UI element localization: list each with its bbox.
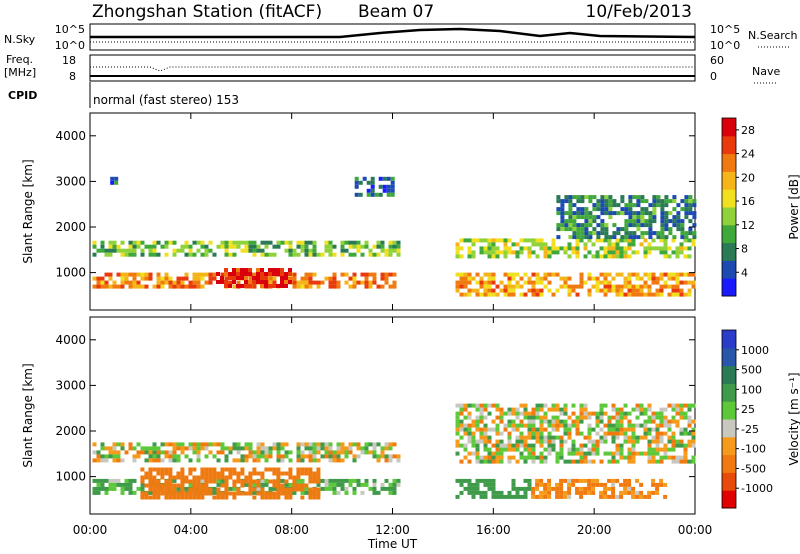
power-data-region [110,176,119,185]
velocity-ylabel: Slant Range [km] [21,363,35,467]
power-colorbar-label: 16 [741,195,755,208]
power-data-region [216,268,292,288]
velocity-ytick-label: 1000 [55,470,86,484]
velocity-colorbar-bin [722,330,736,349]
nave-label: Nave [752,65,780,78]
power-colorbar-bin [722,118,736,137]
power-colorbar: 28 24 20 16 12 8 4 Power [dB] [721,117,800,297]
power-colorbar-title: Power [dB] [787,174,800,239]
velocity-colorbar-bin [722,490,736,509]
time-tick-label: 00:00 [678,523,713,537]
nsky-label: N.Sky [4,33,36,46]
nave-tick-bottom: 0 [710,70,717,83]
power-colorbar-label: 12 [741,219,755,232]
nsearch-label: N.Search [748,29,798,42]
power-ytick-label: 1000 [55,266,86,280]
velocity-data-region [531,478,668,499]
power-data-region [455,238,696,259]
beam-title: Beam 07 [358,2,434,22]
power-colorbar-bin [722,242,736,261]
power-data-region [92,240,401,257]
velocity-data-region [455,478,532,499]
power-data-region [354,176,395,197]
velocity-panel: 4000 3000 2000 1000 00:00 04:00 08:00 12:00 16:0… [21,316,800,551]
cpid-text: normal (fast stereo) 153 [93,93,239,107]
velocity-colorbar-label: 25 [741,403,755,416]
velocity-colorbar-title: Velocity [m s⁻¹] [787,372,800,465]
time-tick-label: 08:00 [274,523,309,537]
date-title: 10/Feb/2013 [586,2,692,22]
nsearch-tick-bottom: 10^0 [710,39,740,52]
velocity-colorbar-bin [722,401,736,420]
station-title: Zhongshan Station (fitACF) [92,2,322,22]
velocity-colorbar-bin [722,454,736,473]
velocity-data-region [92,442,401,463]
velocity-colorbar-bin [722,419,736,438]
velocity-data-region [140,467,321,500]
power-colorbar-bin [722,260,736,279]
power-colorbar-bin [722,224,736,244]
power-data-region [455,272,696,297]
nsearch-tick-top: 10^5 [710,23,740,36]
power-colorbar-label: 4 [741,266,748,279]
freq-tick-bottom: 8 [69,70,76,83]
power-ytick-label: 4000 [55,129,86,143]
velocity-data-region [455,403,696,464]
velocity-colorbar-bin [722,436,736,456]
time-axis-label: Time UT [367,537,418,551]
nave-line [90,66,695,72]
velocity-ytick-label: 3000 [55,378,86,392]
nsky-tick-bottom: 10^0 [55,39,85,52]
power-colorbar-label: 8 [741,243,748,256]
power-panel: 4000 3000 2000 1000 Slant Range [km] 28 24 20 16… [21,112,800,311]
velocity-colorbar-label: -25 [741,423,759,436]
power-data-region [556,195,697,240]
power-ytick-label: 2000 [55,220,86,234]
power-colorbar-label: 20 [741,171,755,184]
power-colorbar-bin [722,153,736,172]
freq-tick-top: 18 [62,54,76,67]
nsky-tick-top: 10^5 [55,23,85,36]
time-tick-label: 00:00 [73,523,108,537]
velocity-colorbar-label: 500 [741,364,762,377]
velocity-ytick-label: 2000 [55,424,86,438]
nave-tick-top: 60 [710,54,724,67]
time-tick-label: 04:00 [174,523,209,537]
velocity-colorbar-label: -1000 [741,482,773,495]
time-tick-label: 16:00 [476,523,511,537]
power-colorbar-label: 28 [741,124,755,137]
nsky-line [90,27,696,39]
power-ylabel: Slant Range [km] [21,159,35,263]
power-colorbar-label: 24 [741,148,755,161]
velocity-ytick-label: 4000 [55,333,86,347]
velocity-colorbar-bin [722,365,736,384]
power-colorbar-bin [722,278,736,297]
velocity-colorbar-label: 100 [741,383,762,396]
velocity-colorbar-label: 1000 [741,344,769,357]
velocity-colorbar-label: -100 [741,443,766,456]
velocity-colorbar-bin [722,347,736,367]
power-colorbar-bin [722,189,736,208]
velocity-colorbar-bin [722,472,736,491]
power-colorbar-bin [722,207,736,226]
velocity-colorbar-bin [722,383,736,402]
power-colorbar-bin [722,171,736,190]
time-tick-label: 20:00 [577,523,612,537]
velocity-colorbar-label: -500 [741,462,766,475]
velocity-colorbar: 1000 500 100 25 -25 -100 -500 -1000 Velocity [m … [721,329,800,509]
freq-panel [89,54,696,82]
power-colorbar-bin [722,135,736,155]
power-ytick-label: 3000 [55,174,86,188]
cpid-label: CPID [8,89,37,102]
freq-label: Freq. [6,53,33,66]
freq-unit: [MHz] [4,66,36,79]
time-tick-label: 12:00 [375,523,410,537]
